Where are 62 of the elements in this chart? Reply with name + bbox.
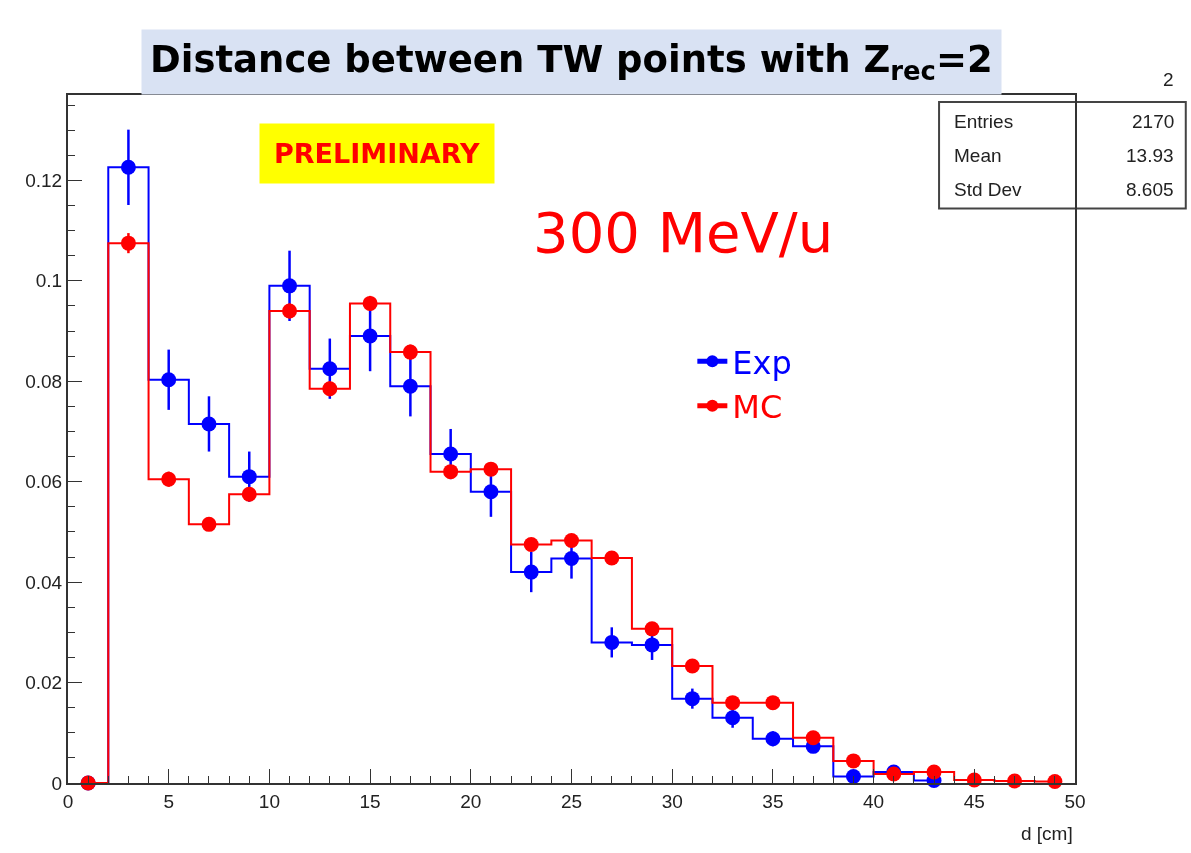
point	[523, 564, 539, 580]
y-tick-label: 0.06	[25, 471, 63, 493]
text: 13.93	[1126, 145, 1174, 166]
annotation: 300 MeV/u	[533, 200, 834, 265]
point	[201, 516, 217, 532]
point	[241, 486, 257, 502]
x-tick-label: 5	[163, 790, 174, 812]
point	[161, 372, 177, 388]
legend-label: MC	[732, 388, 783, 427]
point	[725, 710, 741, 726]
x-tick-label: 20	[460, 790, 482, 812]
point	[362, 328, 378, 344]
x-tick-label: 30	[661, 790, 683, 812]
x-tick-label: 40	[863, 790, 885, 812]
x-axis-title: d [cm]	[1021, 823, 1073, 844]
text: 8.605	[1126, 179, 1174, 200]
point	[322, 361, 338, 377]
point	[282, 278, 298, 294]
point	[201, 416, 217, 432]
text: 2170	[1132, 111, 1175, 132]
point	[725, 695, 741, 711]
point	[604, 550, 620, 566]
x-tick-label: 15	[359, 790, 381, 812]
point	[241, 469, 257, 485]
annotation: Mean	[954, 145, 1002, 166]
point	[120, 159, 136, 175]
x-tick-label: 50	[1064, 790, 1086, 812]
y-tick-label: 0.02	[25, 672, 63, 694]
annotation: Entries	[954, 111, 1014, 132]
point	[564, 551, 579, 567]
point	[443, 446, 459, 462]
x-tick-label: 25	[560, 790, 583, 812]
y-tick-label: 0.1	[35, 270, 63, 292]
x-tick-label: 10	[258, 790, 280, 812]
point	[483, 461, 499, 477]
y-tick-label: 0.08	[25, 370, 63, 392]
point	[845, 768, 861, 784]
point	[443, 464, 459, 480]
point	[483, 484, 499, 500]
x-tick-label: 35	[762, 790, 784, 812]
point	[926, 764, 942, 780]
point	[644, 621, 660, 637]
point	[120, 235, 136, 251]
point	[805, 730, 821, 746]
chart-title: Distance between TW points with Z$_{rec}$=2	[150, 38, 993, 86]
text: 2	[1163, 69, 1174, 90]
point	[684, 658, 700, 674]
legend-label: Exp	[732, 343, 792, 382]
point	[644, 637, 660, 653]
annotation: PRELIMINARY	[274, 138, 480, 169]
point	[845, 753, 861, 769]
point	[684, 691, 700, 707]
annotation: Std Dev	[954, 179, 1023, 200]
y-tick-label: 0.04	[25, 571, 63, 593]
point	[564, 532, 579, 548]
y-tick-label: 0	[51, 772, 63, 794]
point	[604, 634, 620, 650]
x-tick-label: 45	[963, 790, 985, 812]
point	[402, 378, 418, 394]
point	[765, 695, 781, 711]
point	[523, 536, 539, 552]
y-tick-label: 0.12	[25, 170, 63, 192]
